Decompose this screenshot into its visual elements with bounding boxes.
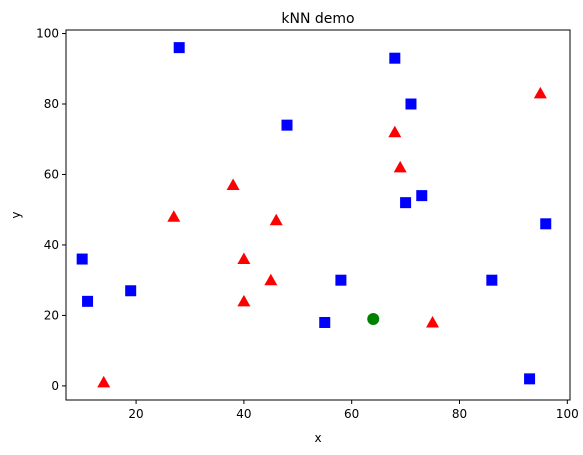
square-point	[400, 197, 412, 209]
x-tick-label: 60	[344, 407, 359, 421]
triangle-point	[226, 178, 240, 191]
y-tick-label: 0	[51, 379, 59, 393]
chart-title: kNN demo	[281, 11, 354, 27]
square-point	[540, 218, 552, 230]
y-axis-label: y	[9, 211, 23, 218]
y-tick-label: 100	[36, 27, 59, 41]
x-axis: 20 40 60 80 100	[128, 400, 579, 421]
square-point	[335, 274, 347, 286]
y-axis: 0 20 40 60 80 100	[36, 27, 66, 393]
x-tick-label: 80	[452, 407, 467, 421]
triangle-point	[426, 315, 440, 328]
square-point	[173, 42, 185, 54]
query-point	[367, 312, 380, 325]
data-marks	[76, 42, 552, 388]
square-point	[416, 190, 428, 202]
x-tick-label: 40	[236, 407, 251, 421]
triangle-point	[393, 160, 407, 173]
triangle-point	[237, 252, 251, 265]
square-point	[281, 119, 293, 131]
triangle-point	[237, 294, 251, 307]
square-point	[405, 98, 417, 110]
x-axis-label: x	[314, 431, 321, 445]
square-point	[125, 285, 137, 297]
x-tick-label: 100	[556, 407, 579, 421]
square-point	[389, 52, 401, 64]
triangle-point	[97, 375, 111, 388]
square-point	[76, 253, 88, 265]
triangle-point	[167, 210, 181, 222]
square-point	[524, 373, 536, 385]
triangle-point	[533, 86, 547, 99]
triangle-point	[264, 273, 278, 286]
square-point	[319, 316, 331, 328]
plot-frame	[65, 29, 571, 401]
y-tick-label: 80	[44, 97, 59, 111]
y-tick-label: 20	[44, 308, 59, 322]
triangle-point	[269, 213, 283, 226]
y-tick-label: 40	[44, 238, 59, 252]
square-point	[82, 295, 94, 307]
square-point	[486, 274, 498, 286]
triangle-point	[388, 125, 402, 138]
x-tick-label: 20	[128, 407, 143, 421]
y-tick-label: 60	[44, 167, 59, 181]
